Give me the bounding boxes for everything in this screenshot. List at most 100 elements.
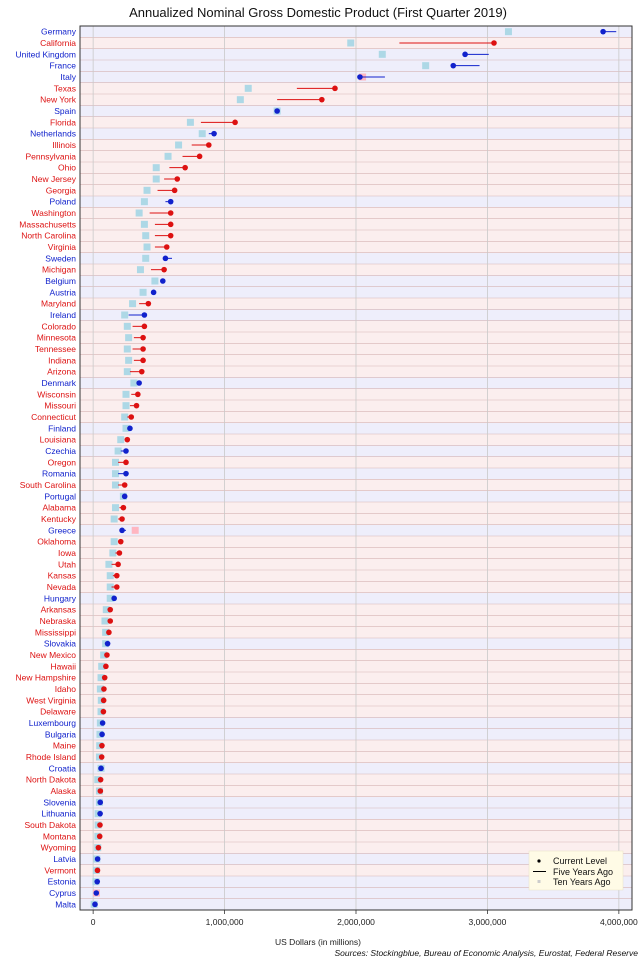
current-level-point — [107, 618, 114, 624]
ten-years-ago-marker — [140, 198, 148, 206]
ten-years-ago-marker — [111, 470, 119, 478]
current-level-point — [140, 334, 146, 341]
ten-years-ago-marker — [111, 458, 119, 466]
current-level-point — [136, 380, 142, 386]
category-label: New Mexico — [30, 650, 77, 660]
category-label: Romania — [42, 469, 76, 479]
category-label: South Dakota — [24, 820, 76, 830]
data-marks — [90, 28, 617, 908]
current-level-point — [174, 176, 181, 182]
category-label: Massachusetts — [19, 219, 76, 229]
current-level-point — [114, 572, 120, 579]
category-label: France — [50, 61, 77, 71]
current-level-point — [274, 108, 280, 114]
current-level-point — [357, 74, 363, 80]
ten-years-ago-marker — [110, 538, 118, 546]
current-level-point — [124, 436, 131, 443]
current-level-point — [115, 561, 121, 568]
category-label: Florida — [50, 117, 76, 127]
category-label: Pennsylvania — [25, 151, 76, 161]
ten-years-ago-marker — [139, 288, 147, 296]
ten-years-ago-marker — [97, 674, 105, 682]
ten-years-ago-marker — [102, 606, 110, 614]
chart-title: Annualized Nominal Gross Domestic Produc… — [129, 5, 507, 20]
current-level-point — [92, 901, 98, 908]
ten-years-ago-marker — [102, 628, 110, 636]
category-label: Ohio — [58, 163, 76, 173]
current-level-point — [94, 878, 101, 885]
ten-years-ago-marker — [422, 62, 430, 70]
current-level-point — [94, 856, 101, 862]
category-label: North Carolina — [21, 231, 76, 241]
current-level-point — [138, 368, 145, 375]
current-level-point — [162, 255, 169, 262]
category-label: Montana — [43, 831, 76, 841]
category-label: Indiana — [48, 355, 76, 365]
current-level-point — [119, 527, 125, 534]
category-label: Georgia — [46, 185, 77, 195]
category-label: New Jersey — [32, 174, 77, 184]
category-label: Vermont — [44, 865, 76, 875]
legend: Current Level Five Years Ago Ten Years A… — [528, 850, 624, 891]
category-label: Alaska — [50, 786, 76, 796]
current-level-point — [100, 697, 107, 704]
category-label: Maryland — [41, 299, 76, 309]
current-level-point — [160, 278, 166, 284]
ten-years-ago-marker — [114, 447, 122, 455]
category-label: Illinois — [52, 140, 76, 150]
ten-years-ago-marker — [151, 277, 159, 285]
current-level-point — [319, 96, 325, 103]
ten-years-ago-marker — [136, 266, 144, 274]
category-label: Missouri — [44, 401, 76, 411]
category-label: Washington — [31, 208, 76, 218]
category-label: Estonia — [48, 877, 77, 887]
current-level-point — [98, 754, 105, 760]
source-note: Sources: Stockingblue, Bureau of Economi… — [335, 948, 639, 958]
ten-years-ago-marker — [111, 481, 119, 489]
category-label: Denmark — [42, 378, 77, 388]
ten-years-ago-marker — [111, 504, 119, 512]
category-label: Malta — [55, 899, 76, 909]
current-level-point — [94, 867, 101, 874]
ten-years-ago-marker — [101, 617, 109, 625]
current-level-point — [141, 323, 148, 330]
category-label: Kansas — [48, 571, 76, 581]
current-level-point — [119, 516, 125, 522]
category-label: South Carolina — [20, 480, 77, 490]
legend-ten-label: Ten Years Ago — [553, 877, 611, 887]
x-tick-label: 2,000,000 — [337, 917, 375, 927]
ten-years-ago-marker — [125, 356, 133, 364]
category-label: Wisconsin — [37, 389, 76, 399]
category-label: Luxembourg — [29, 718, 77, 728]
ten-years-ago-marker — [164, 152, 172, 160]
category-label: Delaware — [40, 707, 76, 717]
current-level-point — [97, 788, 104, 794]
current-level-point — [196, 153, 203, 160]
legend-five-label: Five Years Ago — [553, 867, 613, 877]
category-label: Finland — [48, 423, 76, 433]
x-tick-label: 1,000,000 — [206, 917, 244, 927]
current-level-point — [211, 130, 217, 137]
category-label: Wyoming — [41, 843, 77, 853]
ten-years-ago-marker — [121, 413, 129, 421]
category-label: Connecticut — [31, 412, 77, 422]
category-label: Virginia — [48, 242, 76, 252]
current-level-point — [140, 346, 146, 352]
current-level-point — [98, 765, 104, 772]
legend-ten-symbol — [537, 880, 541, 883]
category-label: Austria — [50, 287, 77, 297]
x-tick-label: 0 — [91, 917, 96, 927]
category-label: California — [40, 38, 76, 48]
ten-years-ago-marker — [122, 390, 130, 398]
x-axis-label: US Dollars (in millions) — [275, 937, 361, 947]
current-level-point — [104, 640, 111, 647]
category-label: Tennessee — [35, 344, 76, 354]
current-level-point — [103, 663, 109, 670]
legend-current-label: Current Level — [553, 856, 607, 866]
ten-years-ago-marker — [143, 243, 151, 251]
ten-years-ago-marker — [123, 368, 131, 376]
current-level-point — [116, 550, 123, 556]
current-level-point — [462, 51, 468, 58]
current-level-point — [127, 425, 133, 432]
